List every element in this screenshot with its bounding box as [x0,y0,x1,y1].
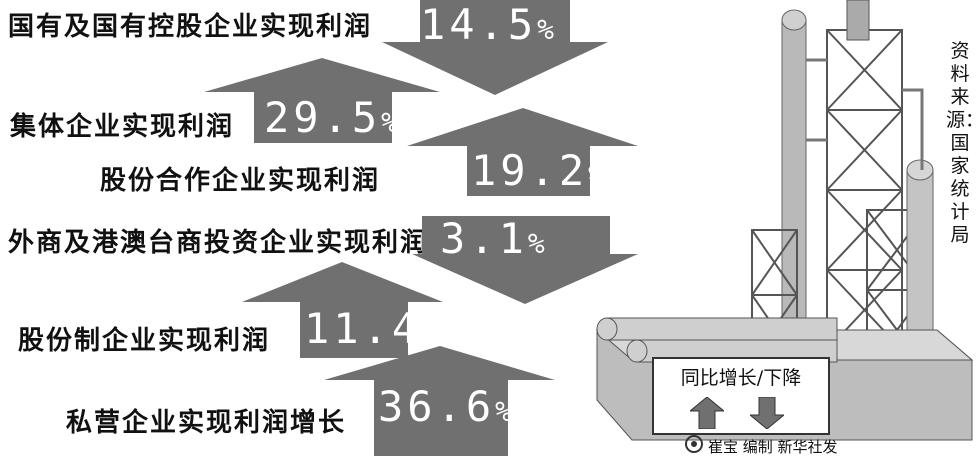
down-arrow-shape [412,216,638,304]
down-arrow-foreign-hk-macao-taiwan: 3.1% [410,214,640,304]
legend-title: 同比增长/下降 [680,367,802,389]
item-label-state-owned: 国有及国有控股企业实现利润 [8,12,373,42]
item-label-foreign-hk-macao-taiwan: 外商及港澳台商投资企业实现利润 [8,228,429,258]
legend-up-arrow-icon [690,397,724,429]
item-value-state-owned: 14.5% [420,0,559,49]
item-value-shareholding: 11.4% [304,304,443,353]
up-arrow-shape [324,346,555,456]
down-arrow-shape [382,0,608,95]
up-arrow-private: 36.6% [322,346,557,456]
up-arrow-collective: 29.5% [202,58,442,143]
item-value-foreign-hk-macao-taiwan: 3.1% [440,214,549,263]
item-value-joint-stock-coop: 19.2% [471,146,610,195]
credit-line: 崔宝 编制 新华社发 [708,438,838,456]
up-arrow-shape [204,58,440,143]
up-arrow-joint-stock-coop: 19.2% [405,108,640,196]
down-arrow-state-owned: 14.5% [380,0,610,95]
legend-down-arrow-icon [750,397,784,429]
item-label-private: 私营企业实现利润增长 [66,408,347,438]
source-note: 资料来源：国家统计局 [946,40,977,246]
item-label-collective: 集体企业实现利润 [10,112,235,142]
up-arrow-shareholding: 11.4% [240,262,445,358]
up-arrow-shape [407,108,638,196]
item-value-private: 36.6% [378,382,517,431]
legend-box: 同比增长/下降 [652,357,830,435]
item-value-collective: 29.5% [264,93,403,142]
item-label-shareholding: 股份制企业实现利润 [18,326,271,356]
xinhua-logo-icon [685,435,703,453]
item-label-joint-stock-coop: 股份合作企业实现利润 [100,166,381,196]
up-arrow-shape [242,262,443,358]
